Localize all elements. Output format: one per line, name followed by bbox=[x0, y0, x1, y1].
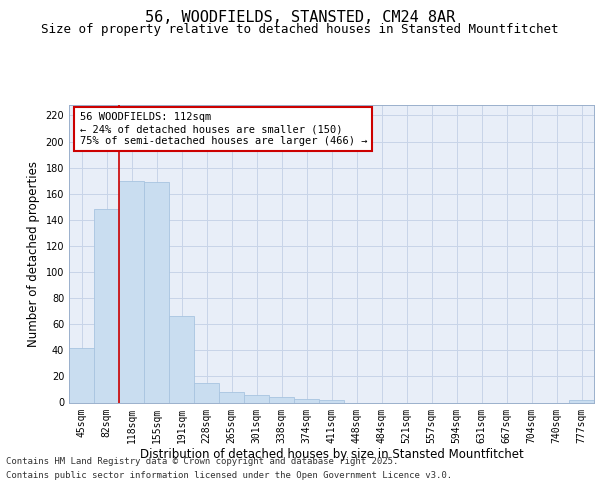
Bar bbox=[269, 398, 294, 402]
Bar bbox=[569, 400, 594, 402]
Bar bbox=[294, 398, 319, 402]
Bar bbox=[94, 210, 119, 402]
Bar bbox=[244, 394, 269, 402]
Bar bbox=[319, 400, 344, 402]
Text: Contains public sector information licensed under the Open Government Licence v3: Contains public sector information licen… bbox=[6, 471, 452, 480]
Bar bbox=[144, 182, 169, 402]
Text: Size of property relative to detached houses in Stansted Mountfitchet: Size of property relative to detached ho… bbox=[41, 23, 559, 36]
Bar bbox=[69, 348, 94, 403]
Bar bbox=[194, 383, 219, 402]
Text: Contains HM Land Registry data © Crown copyright and database right 2025.: Contains HM Land Registry data © Crown c… bbox=[6, 458, 398, 466]
Text: 56, WOODFIELDS, STANSTED, CM24 8AR: 56, WOODFIELDS, STANSTED, CM24 8AR bbox=[145, 10, 455, 25]
Bar bbox=[169, 316, 194, 402]
Y-axis label: Number of detached properties: Number of detached properties bbox=[27, 161, 40, 347]
X-axis label: Distribution of detached houses by size in Stansted Mountfitchet: Distribution of detached houses by size … bbox=[140, 448, 523, 461]
Bar bbox=[119, 180, 144, 402]
Bar bbox=[219, 392, 244, 402]
Text: 56 WOODFIELDS: 112sqm
← 24% of detached houses are smaller (150)
75% of semi-det: 56 WOODFIELDS: 112sqm ← 24% of detached … bbox=[79, 112, 367, 146]
